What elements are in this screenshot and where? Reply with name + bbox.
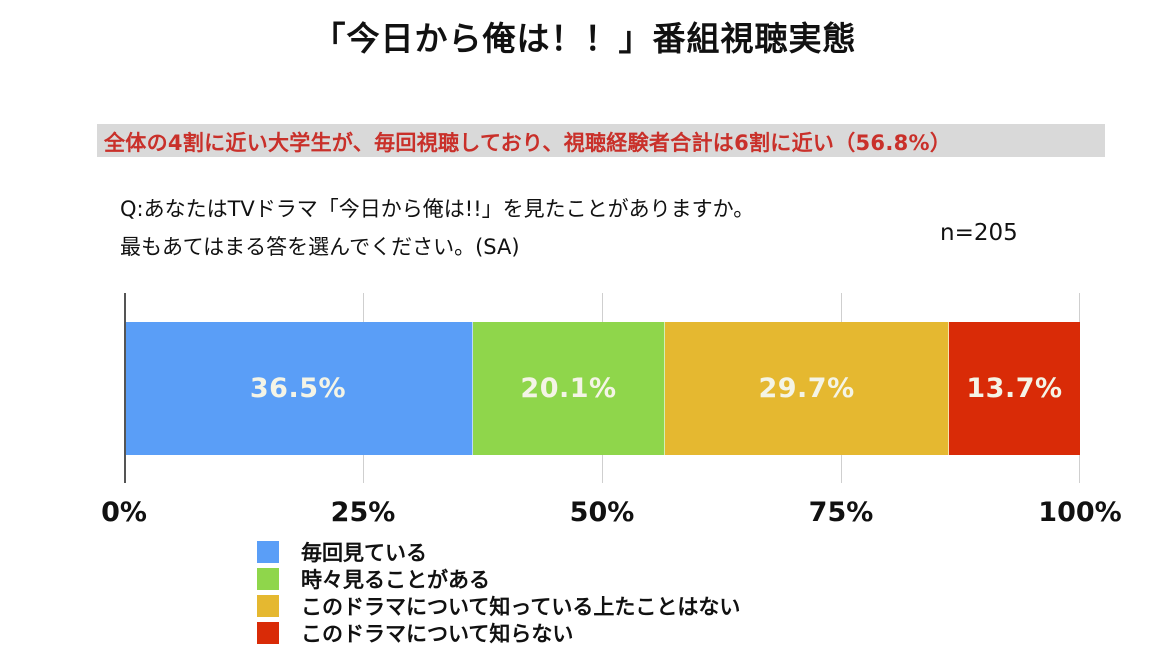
data-label: 13.7% [966, 373, 1063, 404]
data-label: 36.5% [249, 373, 347, 404]
legend-label: 時々見ることがある [301, 567, 490, 592]
legend-label: 毎回見ている [301, 540, 427, 565]
x-tick-label: 50% [569, 497, 635, 528]
data-label: 20.1% [520, 373, 617, 404]
question-text: Q:あなたはTVドラマ「今日から俺は!!」を見たことがありますか。 最もあてはま… [120, 190, 754, 266]
legend-swatch-icon [257, 621, 279, 644]
sample-size: n=205 [940, 220, 1018, 246]
highlight-text: 全体の4割に近い大学生が、毎回視聴しており、視聴経験者合計は6割に近い（56.8… [104, 131, 952, 155]
data-label: 29.7% [758, 373, 855, 404]
question-line-1: Q:あなたはTVドラマ「今日から俺は!!」を見たことがありますか。 [120, 197, 755, 221]
legend-label: このドラマについて知らない [301, 621, 574, 646]
y-axis-line [124, 293, 126, 483]
x-tick-label: 25% [330, 497, 396, 528]
legend-item: 毎回見ている [257, 538, 740, 565]
legend-label: このドラマについて知っている上たことはない [301, 594, 741, 619]
legend-item: このドラマについて知らない [257, 619, 740, 646]
bar-segment-0: 36.5% [124, 322, 473, 455]
plot-area: 36.5% 20.1% 29.7% 13.7% [124, 293, 1080, 483]
legend-item: 時々見ることがある [257, 565, 740, 592]
bar-segment-3: 13.7% [949, 322, 1080, 455]
highlight-banner [97, 124, 1105, 157]
legend-item: このドラマについて知っている上たことはない [257, 592, 740, 619]
chart-title: 「今日から俺は！！」番組視聴実態 [312, 19, 857, 58]
bar-segment-1: 20.1% [472, 322, 666, 455]
legend: 毎回見ている 時々見ることがある このドラマについて知っている上たことはない このドラ… [257, 538, 740, 646]
x-tick-label: 0% [101, 497, 147, 528]
x-tick-label: 75% [808, 497, 874, 528]
legend-swatch-icon [257, 567, 279, 590]
x-tick-label: 100% [1038, 497, 1122, 528]
legend-swatch-icon [257, 594, 279, 617]
question-line-2: 最もあてはまる答を選んでください。(SA) [120, 235, 520, 259]
bar-segment-2: 29.7% [665, 322, 949, 455]
legend-swatch-icon [257, 540, 279, 563]
stacked-bar: 36.5% 20.1% 29.7% 13.7% [124, 322, 1080, 455]
